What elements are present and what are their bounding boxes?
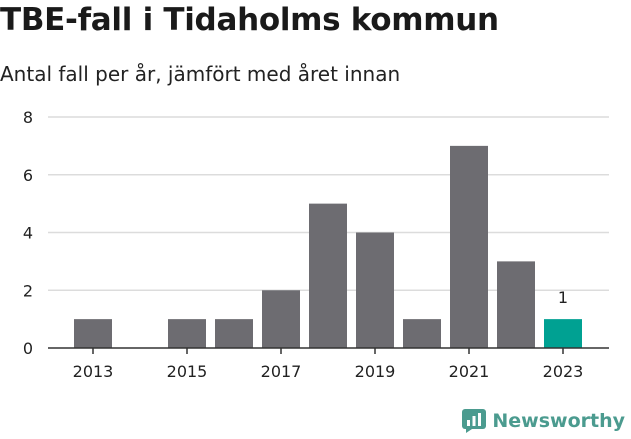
data-label: 1 <box>558 288 568 307</box>
chart-title: TBE-fall i Tidaholms kommun <box>0 2 499 38</box>
x-tick-label: 2021 <box>449 362 490 381</box>
newsworthy-brand: Newsworthy <box>462 409 625 433</box>
y-tick-label: 6 <box>23 166 33 185</box>
bar <box>262 290 300 348</box>
brand-name: Newsworthy <box>492 410 625 432</box>
bar <box>450 145 488 348</box>
chart-subtitle: Antal fall per år, jämfört med året inna… <box>0 62 401 86</box>
bar <box>403 319 441 348</box>
x-tick-label: 2013 <box>73 362 114 381</box>
bar <box>544 319 582 348</box>
y-tick-label: 2 <box>23 281 33 300</box>
bar <box>215 319 253 348</box>
bar <box>309 203 347 348</box>
bar <box>168 319 206 348</box>
x-tick-label: 2017 <box>261 362 302 381</box>
y-tick-label: 8 <box>23 108 33 127</box>
bar <box>356 232 394 348</box>
x-tick-label: 2023 <box>543 362 584 381</box>
x-tick-label: 2015 <box>167 362 208 381</box>
y-tick-label: 4 <box>23 224 33 243</box>
bar <box>497 261 535 348</box>
y-tick-label: 0 <box>23 339 33 358</box>
newsworthy-logo-icon <box>462 409 487 433</box>
bar <box>74 319 112 348</box>
x-tick-label: 2019 <box>355 362 396 381</box>
